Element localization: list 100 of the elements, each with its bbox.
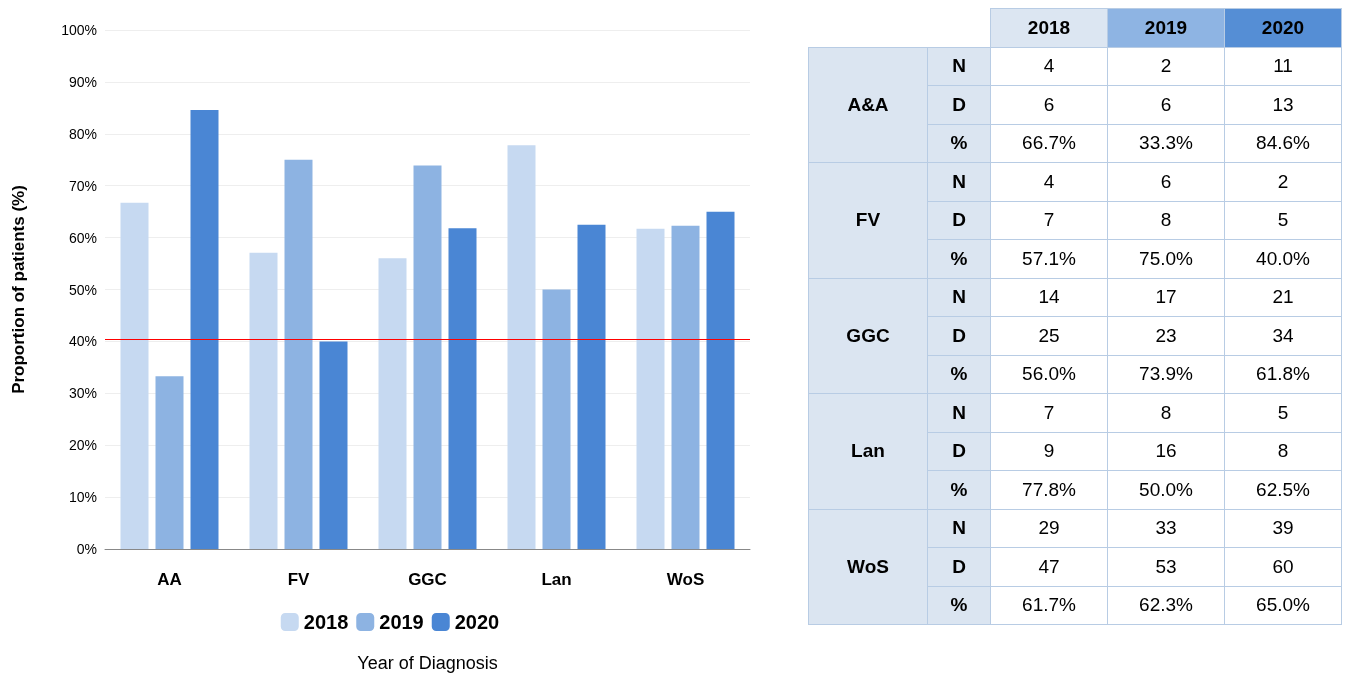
category-label: 2019	[1107, 8, 1225, 47]
y-tick-label: 40%	[68, 333, 97, 350]
bar	[671, 225, 700, 549]
text: 65.0%	[1256, 594, 1310, 616]
text: 39	[1272, 517, 1294, 539]
category-label: N	[952, 401, 966, 423]
text: 62.5%	[1256, 478, 1310, 500]
bar	[636, 228, 665, 549]
bar	[155, 376, 184, 549]
text: 23	[1155, 324, 1177, 346]
text: 29	[1038, 517, 1060, 539]
category-label: %	[950, 594, 968, 616]
category-label: A&A	[847, 93, 889, 115]
y-tick-label: 90%	[68, 73, 97, 90]
y-tick-label: 50%	[68, 281, 97, 298]
text: 77.8%	[1022, 478, 1076, 500]
category-label: %	[950, 363, 968, 385]
text: 47	[1038, 555, 1060, 577]
text: 5	[1277, 209, 1289, 231]
y-tick-label: 70%	[68, 177, 97, 194]
category-label: N	[952, 286, 966, 308]
bar	[706, 211, 735, 549]
text: 33.3%	[1139, 132, 1193, 154]
text: 57.1%	[1022, 247, 1076, 269]
y-tick-label: 20%	[68, 437, 97, 454]
x-tick-label: Lan	[541, 570, 572, 589]
x-tick-label: FV	[287, 570, 311, 589]
x-tick-label: GGC	[408, 570, 447, 589]
text: 16	[1155, 440, 1177, 462]
text: 2	[1277, 170, 1289, 192]
category-label: D	[952, 324, 966, 346]
bar	[120, 202, 149, 549]
category-label: GGC	[846, 324, 890, 346]
legend-label: 2019	[379, 611, 424, 633]
text: 75.0%	[1139, 247, 1193, 269]
category-label: D	[952, 93, 966, 115]
category-label: D	[952, 555, 966, 577]
text: 6	[1160, 170, 1172, 192]
category-label: 2018	[990, 8, 1108, 47]
bar	[378, 258, 407, 549]
text: 7	[1043, 401, 1055, 423]
text: 6	[1043, 93, 1055, 115]
text: 61.7%	[1022, 594, 1076, 616]
text: 53	[1155, 555, 1177, 577]
text: 40.0%	[1256, 247, 1310, 269]
y-tick-label: 30%	[68, 385, 97, 402]
category-label: %	[950, 478, 968, 500]
category-label: FV	[855, 209, 881, 231]
text: 6	[1160, 93, 1172, 115]
category-label: N	[952, 55, 966, 77]
text: 56.0%	[1022, 363, 1076, 385]
text: 13	[1272, 93, 1294, 115]
text: 5	[1277, 401, 1289, 423]
text: 61.8%	[1256, 363, 1310, 385]
x-axis-title: Year of Diagnosis	[357, 653, 498, 673]
bar	[284, 159, 313, 549]
text: 17	[1155, 286, 1177, 308]
legend-label: 2020	[454, 611, 500, 633]
text: 2	[1160, 55, 1172, 77]
text: 8	[1160, 401, 1172, 423]
text: 66.7%	[1022, 132, 1076, 154]
text: 62.3%	[1139, 594, 1193, 616]
y-axis-title: Proportion of patients (%)	[9, 185, 28, 394]
text: 7	[1043, 209, 1055, 231]
text: 9	[1043, 440, 1055, 462]
bar	[448, 228, 477, 549]
category-label: D	[952, 209, 966, 231]
bar	[190, 109, 219, 549]
category-label: %	[950, 247, 968, 269]
legend-label: 2018	[303, 611, 349, 633]
category-label: D	[952, 440, 966, 462]
text: 4	[1043, 170, 1055, 192]
text: 50.0%	[1139, 478, 1193, 500]
category-label: N	[952, 517, 966, 539]
y-tick-label: 80%	[68, 125, 97, 142]
bar	[249, 252, 278, 549]
bar	[577, 224, 606, 549]
bar	[413, 165, 442, 549]
y-tick-label: 0%	[76, 541, 97, 557]
x-tick-label: AA	[157, 570, 182, 589]
category-label: N	[952, 170, 966, 192]
text: 11	[1273, 55, 1293, 77]
text: 84.6%	[1256, 132, 1310, 154]
text: 60	[1272, 555, 1294, 577]
category-label: 2020	[1224, 8, 1342, 47]
text: 33	[1155, 517, 1177, 539]
text: 21	[1272, 286, 1294, 308]
text: 4	[1043, 55, 1055, 77]
category-label: %	[950, 132, 968, 154]
category-label: Lan	[851, 440, 885, 462]
bar	[319, 341, 348, 549]
y-tick-label: 10%	[68, 489, 97, 506]
text: 14	[1038, 286, 1060, 308]
text: 34	[1272, 324, 1294, 346]
text: 73.9%	[1139, 363, 1193, 385]
text: 8	[1160, 209, 1172, 231]
y-tick-label: 100%	[61, 22, 97, 38]
y-tick-label: 60%	[68, 229, 97, 246]
text: 8	[1277, 440, 1289, 462]
bar	[542, 289, 571, 549]
